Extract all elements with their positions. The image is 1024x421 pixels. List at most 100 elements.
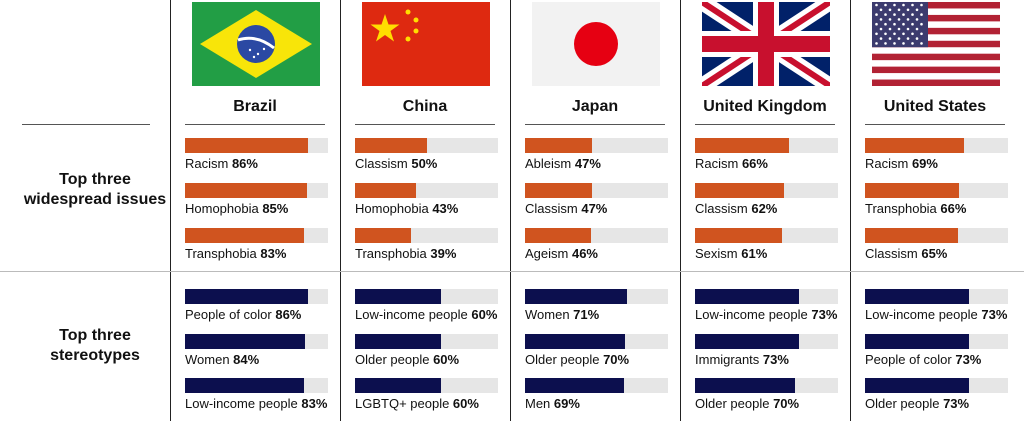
flag-star bbox=[920, 22, 923, 26]
issue-bar bbox=[695, 138, 789, 153]
issue-bar-track bbox=[865, 228, 1008, 243]
stereotype-bar bbox=[185, 378, 304, 393]
flag-star bbox=[920, 3, 923, 7]
stereotype-label: Men 69% bbox=[525, 396, 580, 411]
stereotype-label: Women 71% bbox=[525, 307, 599, 322]
bar-category-label: Transphobia bbox=[185, 246, 261, 261]
china-flag-icon bbox=[362, 2, 490, 86]
issue-label: Classism 62% bbox=[695, 201, 777, 216]
country-column: United States Racism 69% Transphobia 66% Cl… bbox=[850, 0, 1008, 421]
stereotype-bar bbox=[525, 334, 625, 349]
bar-value-label: 83% bbox=[260, 246, 287, 261]
flag-star bbox=[911, 22, 914, 26]
stereotype-bar bbox=[695, 378, 795, 393]
bar-category-label: Classism bbox=[865, 246, 922, 261]
issue-bar bbox=[185, 183, 307, 198]
stereotype-label: Older people 60% bbox=[355, 352, 459, 367]
flag-star bbox=[906, 27, 910, 31]
issue-bar-track bbox=[355, 183, 498, 198]
stereotype-label: Low-income people 73% bbox=[865, 307, 1007, 322]
issue-bar-track bbox=[525, 228, 668, 243]
issue-label: Classism 65% bbox=[865, 246, 947, 261]
issue-label: Ableism 47% bbox=[525, 156, 601, 171]
bar-value-label: 66% bbox=[940, 201, 967, 216]
stereotype-bar-track bbox=[695, 378, 838, 393]
issue-bar-track bbox=[355, 138, 498, 153]
issue-bar bbox=[525, 138, 592, 153]
stereotype-bar bbox=[185, 289, 308, 304]
stereotype-label: LGBTQ+ people 60% bbox=[355, 396, 479, 411]
bar-category-label: Homophobia bbox=[355, 201, 433, 216]
bar-category-label: Older people bbox=[695, 396, 774, 411]
bar-category-label: Classism bbox=[695, 201, 752, 216]
issue-label: Sexism 61% bbox=[695, 246, 767, 261]
bar-category-label: Racism bbox=[185, 156, 232, 171]
flag-star bbox=[888, 8, 892, 12]
bar-category-label: Women bbox=[185, 352, 234, 367]
column-divider bbox=[340, 0, 341, 421]
stereotype-bar-track bbox=[525, 334, 668, 349]
bar-value-label: 65% bbox=[921, 246, 948, 261]
flag-star bbox=[884, 3, 887, 7]
issue-bar-track bbox=[865, 138, 1008, 153]
bar-category-label: Ageism bbox=[525, 246, 572, 261]
flag-star bbox=[884, 32, 887, 36]
issue-bar-track bbox=[525, 183, 668, 198]
issue-bar-track bbox=[355, 228, 498, 243]
flag-star bbox=[879, 8, 883, 12]
row-header-rule bbox=[22, 124, 150, 125]
flag-star bbox=[915, 27, 919, 31]
stereotype-bar bbox=[355, 334, 441, 349]
row-header-issues: Top three widespread issues bbox=[23, 171, 167, 208]
country-column: China Classism 50% Homophobia 43% Transphob… bbox=[340, 0, 498, 421]
issue-bar bbox=[865, 228, 958, 243]
country-rule bbox=[355, 124, 495, 125]
bar-category-label: Older people bbox=[355, 352, 434, 367]
bar-value-label: 47% bbox=[574, 156, 601, 171]
flag-star bbox=[884, 22, 887, 26]
stereotype-bar-track bbox=[695, 289, 838, 304]
flag-container bbox=[532, 2, 660, 86]
flag-star bbox=[911, 42, 914, 45]
flag-star bbox=[897, 27, 901, 31]
flag-star bbox=[911, 3, 914, 7]
flag-star bbox=[906, 18, 910, 21]
flag-star bbox=[893, 3, 896, 7]
flag-star bbox=[875, 22, 878, 26]
issue-label: Classism 47% bbox=[525, 201, 607, 216]
flag-star bbox=[893, 13, 896, 16]
stereotype-bar-track bbox=[865, 378, 1008, 393]
stereotype-bar-track bbox=[185, 334, 328, 349]
country-name: United States bbox=[883, 98, 987, 115]
flag-star bbox=[875, 32, 878, 36]
flag-container bbox=[702, 2, 830, 86]
country-rule bbox=[865, 124, 1005, 125]
flag-star bbox=[893, 42, 896, 45]
issue-bar bbox=[525, 183, 592, 198]
flag-star bbox=[906, 37, 910, 40]
bar-category-label: Low-income people bbox=[185, 396, 302, 411]
issue-bar bbox=[355, 183, 416, 198]
bar-value-label: 70% bbox=[603, 352, 630, 367]
flag-star bbox=[897, 8, 901, 12]
bar-value-label: 39% bbox=[430, 246, 457, 261]
stereotype-label: Low-income people 83% bbox=[185, 396, 327, 411]
issue-bar-track bbox=[865, 183, 1008, 198]
issue-label: Transphobia 83% bbox=[185, 246, 286, 261]
bar-category-label: Racism bbox=[695, 156, 742, 171]
stereotype-bar-track bbox=[865, 289, 1008, 304]
flag-star bbox=[875, 42, 878, 45]
country-name: China bbox=[402, 98, 448, 115]
flag-star bbox=[893, 32, 896, 36]
flag-container bbox=[362, 2, 490, 86]
flag-star bbox=[911, 32, 914, 36]
stereotype-bar-track bbox=[185, 289, 328, 304]
bar-value-label: 66% bbox=[741, 156, 768, 171]
issue-label: Homophobia 85% bbox=[185, 201, 288, 216]
stereotype-bar bbox=[355, 289, 441, 304]
country-name: Brazil bbox=[233, 98, 277, 115]
stereotype-bar-track bbox=[355, 334, 498, 349]
bar-category-label: Homophobia bbox=[185, 201, 263, 216]
bar-value-label: 62% bbox=[751, 201, 778, 216]
bar-category-label: Classism bbox=[355, 156, 412, 171]
